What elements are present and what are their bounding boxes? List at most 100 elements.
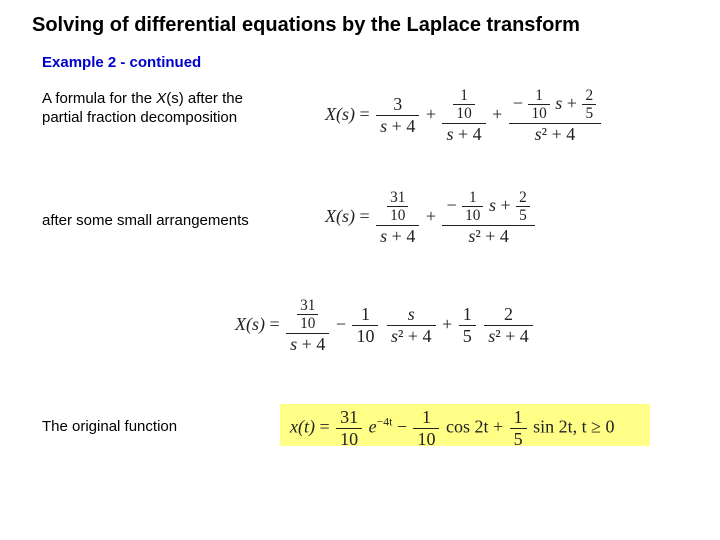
equation-1: X(s) = 3 s + 4 + 1 10 s + 4 + − 1 10 s +…	[325, 88, 603, 143]
sf2: 2 5	[516, 190, 530, 224]
para1-text-c: partial fraction decomposition	[42, 109, 237, 126]
eq3-frac2a: 1 10	[352, 305, 378, 346]
p: +	[567, 93, 577, 113]
page-title: Solving of differential equations by the…	[32, 14, 580, 37]
eq2-f1-den: s + 4	[376, 226, 419, 246]
eq2-frac1: 31 10 s + 4	[376, 190, 419, 245]
eq1-frac3: − 1 10 s + 2 5 s² + 4	[509, 88, 601, 143]
example-subtitle: Example 2 - continued	[42, 54, 201, 71]
para-original: The original function	[42, 418, 177, 437]
n: 1	[413, 408, 439, 429]
eq3-plus: +	[442, 314, 452, 334]
eq1-equals: =	[360, 104, 370, 124]
d: 5	[510, 429, 527, 449]
s: s	[290, 334, 297, 354]
d: 10	[453, 105, 474, 121]
d: 10	[297, 315, 318, 331]
eq4-exp: −4t	[377, 416, 393, 429]
sf1: 1 10	[462, 190, 483, 224]
eq3-frac3a: 1 5	[459, 305, 476, 346]
m: −	[446, 195, 456, 215]
eq4-cond: , t ≥ 0	[573, 417, 615, 437]
d: 10	[387, 207, 408, 223]
n: 1	[453, 88, 474, 105]
eq3-f1-num: 31 10	[286, 298, 329, 334]
d: 10	[528, 105, 549, 121]
s: s	[391, 326, 398, 346]
eq1-frac2: 1 10 s + 4	[442, 88, 485, 143]
eq4-plus: +	[493, 417, 503, 437]
d: 10	[462, 207, 483, 223]
eq1-plus2: +	[492, 104, 502, 124]
eq4-f2: 1 10	[413, 408, 439, 449]
n: 1	[510, 408, 527, 429]
n: 2	[516, 190, 530, 207]
d: 5	[459, 326, 476, 346]
sf: 31 10	[297, 298, 318, 332]
eq1-plus1: +	[426, 104, 436, 124]
eq4-e: e	[369, 417, 377, 437]
eq1-f2-num: 1 10	[442, 88, 485, 124]
eq3-equals: =	[270, 314, 280, 334]
eq1-f2-sfrac: 1 10	[453, 88, 474, 122]
eq3-Xs: X(s)	[235, 314, 265, 334]
n: 2	[484, 305, 533, 326]
s: s	[380, 116, 387, 136]
equation-3: X(s) = 31 10 s + 4 − 1 10 s s² + 4 + 1 5…	[235, 298, 535, 353]
eq4-sin: sin 2t	[533, 417, 573, 437]
eq2-f2-den: s² + 4	[442, 226, 534, 246]
s: s	[408, 304, 415, 324]
eq1-f1-den: s + 4	[376, 116, 419, 136]
eq2-frac2: − 1 10 s + 2 5 s² + 4	[442, 190, 534, 245]
equation-2: X(s) = 31 10 s + 4 + − 1 10 s + 2 5 s² +…	[325, 190, 537, 245]
m: −	[513, 93, 523, 113]
eq1-f1-num: 3	[376, 95, 419, 116]
eq4-equals: =	[319, 417, 329, 437]
eq2-f2-num: − 1 10 s + 2 5	[442, 190, 534, 226]
n: 1	[352, 305, 378, 326]
s: s	[446, 124, 453, 144]
eq1-f3-num: − 1 10 s + 2 5	[509, 88, 601, 124]
para-formula: A formula for the X(s) after the partial…	[42, 90, 292, 128]
d: s² + 4	[387, 326, 436, 346]
n: 2	[582, 88, 596, 105]
d: 5	[582, 105, 596, 121]
eq1-f3-den: s² + 4	[509, 124, 601, 144]
eq2-equals: =	[360, 206, 370, 226]
n: s	[387, 305, 436, 326]
n: 1	[462, 190, 483, 207]
para-arrangements: after some small arrangements	[42, 212, 249, 231]
eq4-minus: −	[397, 417, 407, 437]
d: 10	[413, 429, 439, 449]
n: 31	[297, 298, 318, 315]
eq2-plus: +	[426, 206, 436, 226]
eq3-frac3b: 2 s² + 4	[484, 305, 533, 346]
eq1-frac1: 3 s + 4	[376, 95, 419, 136]
eq2-Xs: X(s)	[325, 206, 355, 226]
eq4-cos: cos 2t	[446, 417, 489, 437]
para1-text-a: A formula for the	[42, 90, 156, 107]
s: s	[535, 124, 542, 144]
s: s	[380, 226, 387, 246]
d: 10	[336, 429, 362, 449]
sf2: 2 5	[582, 88, 596, 122]
s: s	[555, 93, 562, 113]
p: +	[500, 195, 510, 215]
sf1: 1 10	[528, 88, 549, 122]
eq3-f1-den: s + 4	[286, 334, 329, 354]
equation-solution: x(t) = 31 10 e−4t − 1 10 cos 2t + 1 5 si…	[290, 408, 615, 449]
d: s² + 4	[484, 326, 533, 346]
n: 31	[336, 408, 362, 429]
n: 31	[387, 190, 408, 207]
eq1-f2-den: s + 4	[442, 124, 485, 144]
d: 10	[352, 326, 378, 346]
eq1-Xs: X(s)	[325, 104, 355, 124]
s: s	[489, 195, 496, 215]
eq3-frac1: 31 10 s + 4	[286, 298, 329, 353]
eq3-minus1: −	[336, 314, 346, 334]
eq4-f1: 31 10	[336, 408, 362, 449]
eq3-frac2b: s s² + 4	[387, 305, 436, 346]
para1-text-b: after the	[184, 90, 243, 107]
para1-X: X	[156, 90, 166, 107]
eq4-f3: 1 5	[510, 408, 527, 449]
